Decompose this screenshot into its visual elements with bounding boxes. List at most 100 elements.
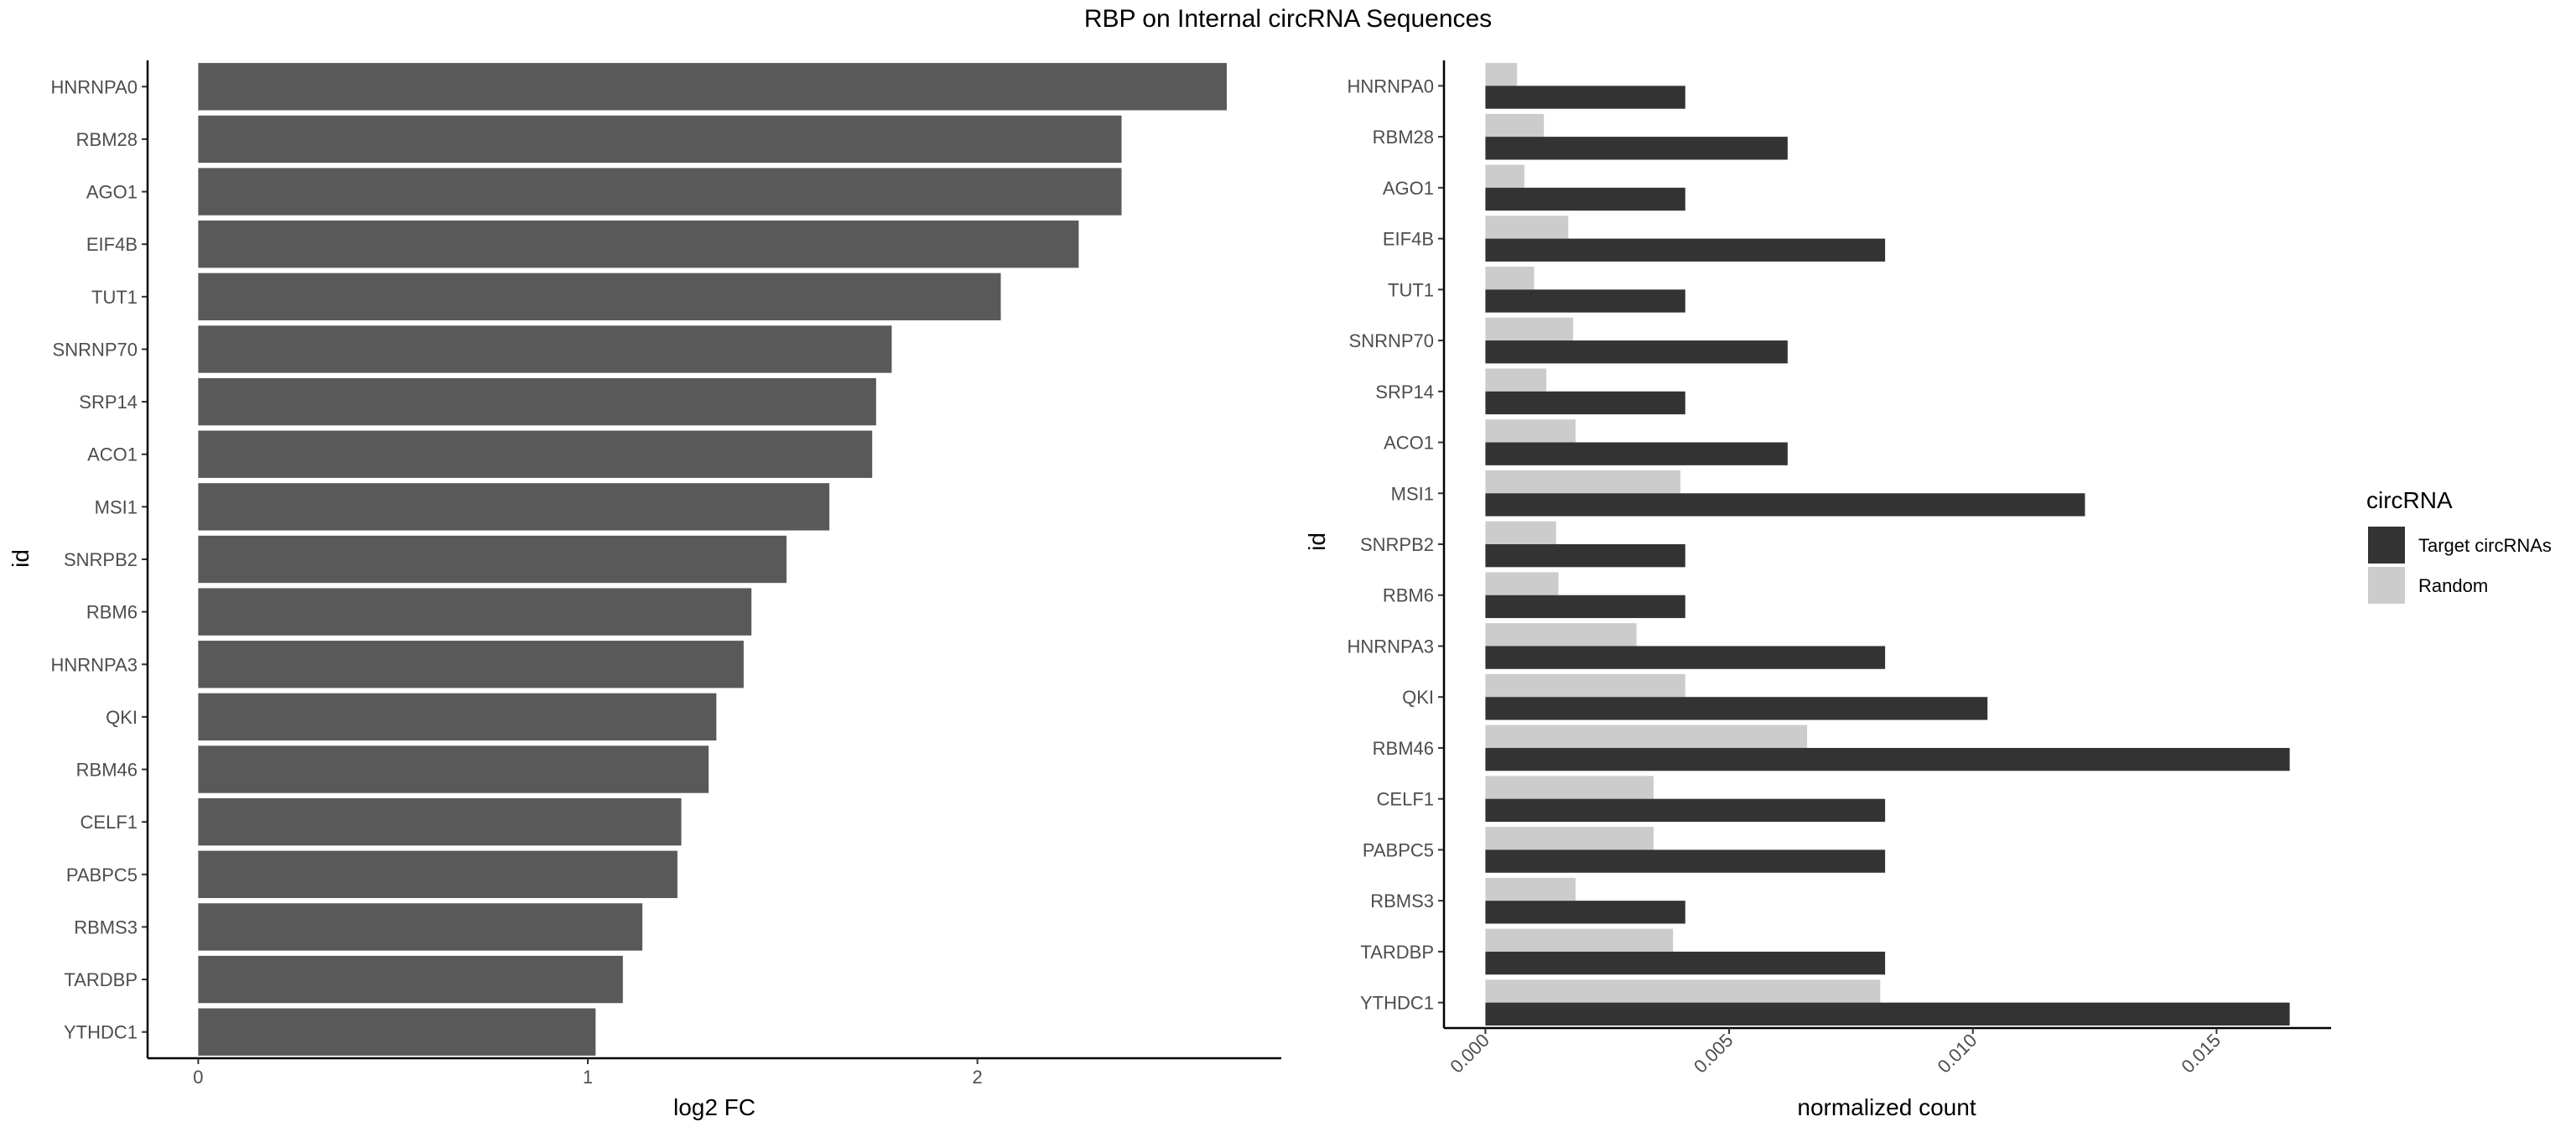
bar-random-rbm28 [1485,113,1545,138]
bar-celf1 [198,797,682,846]
bar-random-hnrnpa0 [1485,63,1518,86]
bar-tut1 [198,273,1001,321]
legend: circRNA Target circRNAs Random [2366,487,2552,604]
bar-target-rbms3 [1485,901,1685,924]
bar-eif4b [198,221,1079,268]
x-tick-label: 2 [972,1067,982,1088]
bar-rbm46 [198,745,709,793]
bar-target-tardbp [1485,951,1886,975]
y-tick-label-ago1: AGO1 [86,182,138,203]
bar-random-celf1 [1485,776,1654,799]
y-tick-label-snrpb2: SNRPB2 [64,549,138,570]
y-tick-label-pabpc5: PABPC5 [1363,839,1434,860]
bar-snrnp70 [198,325,892,373]
legend-swatch-random [2368,567,2405,604]
bar-random-snrnp70 [1485,317,1574,341]
x-tick-label: 0.005 [1690,1030,1737,1078]
y-tick-label-eif4b: EIF4B [86,234,138,255]
bar-random-tardbp [1485,928,1674,952]
left-y-axis-title: id [8,549,34,568]
bar-snrpb2 [198,535,787,584]
bar-tardbp [198,955,623,1004]
bar-target-snrnp70 [1485,340,1788,364]
y-tick-label-hnrnpa0: HNRNPA0 [50,76,138,97]
y-tick-label-qki: QKI [106,707,138,728]
bar-random-ago1 [1485,164,1524,188]
right-panel-normalized-count: HNRNPA0 RBM28 AGO1 EIF4B TUT1 SNRNP70 SRP14 ACO… [1304,60,2331,1120]
bar-random-eif4b [1485,216,1569,239]
bar-target-rbm28 [1485,137,1788,160]
y-tick-label-rbm46: RBM46 [76,760,138,781]
bar-target-ago1 [1485,187,1685,211]
bar-target-snrpb2 [1485,544,1685,568]
left-panel-log2fc: HNRNPA0 RBM28 AGO1 EIF4B TUT1 SNRNP70 SRP14 ACO… [8,60,1281,1120]
y-tick-label-celf1: CELF1 [80,812,138,833]
y-tick-label-tardbp: TARDBP [64,969,138,990]
y-tick-label-pabpc5: PABPC5 [66,865,138,886]
bar-target-srp14 [1485,391,1685,415]
bar-random-tut1 [1485,266,1535,290]
bar-random-ythdc1 [1485,979,1881,1003]
y-tick-label-hnrnpa3: HNRNPA3 [1347,636,1434,657]
figure-title: RBP on Internal circRNA Sequences [1084,5,1492,33]
right-y-axis-title: id [1304,532,1330,551]
bar-rbms3 [198,903,643,951]
bar-random-aco1 [1485,419,1576,443]
bar-target-ythdc1 [1485,1002,2290,1026]
y-tick-label-snrnp70: SNRNP70 [53,339,138,360]
y-tick-label-srp14: SRP14 [79,392,138,413]
bar-aco1 [198,430,873,478]
bar-random-msi1 [1485,470,1680,494]
bar-msi1 [198,483,830,531]
y-tick-label-tardbp: TARDBP [1360,942,1434,963]
y-tick-label-rbm28: RBM28 [76,129,138,150]
y-tick-label-hnrnpa3: HNRNPA3 [50,654,138,675]
bar-target-hnrnpa0 [1485,86,1685,109]
bar-srp14 [198,377,876,426]
bar-target-hnrnpa3 [1485,646,1886,669]
bar-random-qki [1485,673,1685,698]
bar-random-rbm6 [1485,572,1559,595]
legend-swatch-target-circrnas [2368,527,2405,564]
bar-random-rbm46 [1485,724,1808,748]
x-tick-label: 0.000 [1446,1030,1493,1078]
right-axes: HNRNPA0 RBM28 AGO1 EIF4B TUT1 SNRNP70 SRP14 ACO… [1347,60,2331,1077]
bar-target-qki [1485,697,1988,720]
x-tick-label: 0 [193,1067,203,1088]
y-tick-label-rbm28: RBM28 [1373,127,1434,148]
y-tick-label-qki: QKI [1402,687,1434,708]
x-tick-label: 1 [583,1067,593,1088]
bar-ago1 [198,168,1122,216]
y-tick-label-ythdc1: YTHDC1 [1360,993,1434,1014]
y-tick-label-rbm6: RBM6 [1383,585,1434,606]
y-tick-label-eif4b: EIF4B [1383,229,1434,250]
bar-rbm28 [198,115,1122,164]
y-tick-label-aco1: ACO1 [87,444,138,465]
x-tick-label: 0.010 [1934,1030,1981,1078]
bar-ythdc1 [198,1008,596,1056]
bar-pabpc5 [198,850,678,898]
bar-random-rbms3 [1485,877,1576,901]
left-x-axis-title: log2 FC [673,1094,756,1120]
left-axes: HNRNPA0 RBM28 AGO1 EIF4B TUT1 SNRNP70 SRP14 ACO… [50,60,1281,1088]
bar-target-pabpc5 [1485,849,1886,873]
y-tick-label-celf1: CELF1 [1377,789,1434,810]
y-tick-label-rbm46: RBM46 [1373,738,1434,759]
right-x-axis-title: normalized count [1797,1094,1976,1120]
y-tick-label-aco1: ACO1 [1384,433,1434,454]
y-tick-label-hnrnpa0: HNRNPA0 [1347,75,1434,96]
legend-title: circRNA [2366,487,2453,513]
y-tick-label-tut1: TUT1 [1388,279,1434,300]
bar-target-eif4b [1485,238,1886,262]
bar-random-hnrnpa3 [1485,623,1637,647]
legend-items: Target circRNAs Random [2368,527,2552,604]
y-tick-label-ythdc1: YTHDC1 [64,1022,138,1043]
bar-hnrnpa3 [198,641,744,688]
y-tick-label-tut1: TUT1 [91,287,138,308]
bar-rbm6 [198,588,752,636]
y-tick-label-msi1: MSI1 [1391,483,1434,504]
y-tick-label-rbms3: RBMS3 [1370,891,1434,911]
left-bars [198,63,1227,1056]
legend-label-random: Random [2418,575,2488,596]
y-tick-label-snrpb2: SNRPB2 [1360,534,1434,555]
